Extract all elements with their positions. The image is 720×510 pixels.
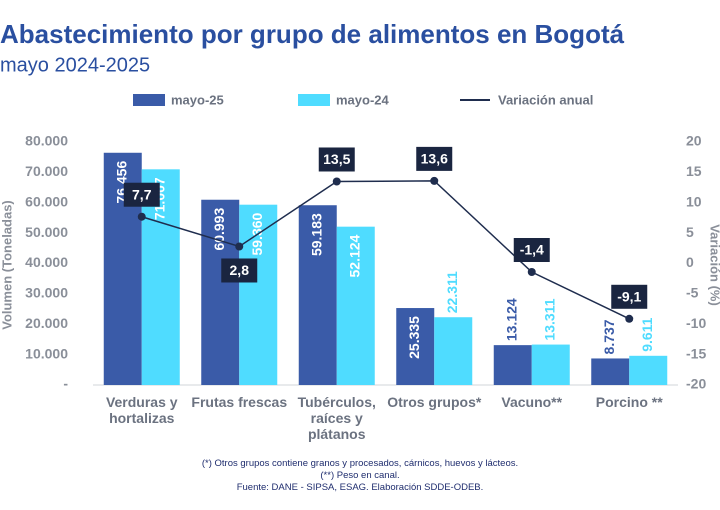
bar bbox=[493, 345, 532, 385]
x-tick-label: Verduras y hortalizas bbox=[105, 394, 178, 426]
data-label: 13.311 bbox=[541, 298, 557, 340]
data-label-box bbox=[318, 147, 355, 172]
bar bbox=[591, 358, 630, 385]
data-label: 25.335 bbox=[406, 316, 422, 359]
data-label: 59.183 bbox=[308, 213, 324, 256]
data-label: 2,8 bbox=[230, 262, 250, 278]
y-tick-label: - bbox=[63, 376, 68, 392]
legend-label: mayo-24 bbox=[336, 92, 390, 107]
data-label: -9,1 bbox=[617, 288, 641, 304]
y-tick-label: 40.000 bbox=[25, 254, 68, 270]
y2-tick-label: 20 bbox=[686, 133, 702, 149]
data-label: -1,4 bbox=[520, 242, 544, 258]
data-label-box bbox=[611, 284, 648, 309]
bar bbox=[298, 205, 337, 385]
x-tick-label: Frutas frescas bbox=[191, 394, 288, 410]
data-label: 9.611 bbox=[639, 317, 655, 351]
bar bbox=[336, 226, 375, 385]
bar bbox=[201, 199, 240, 385]
y-tick-label: 10.000 bbox=[25, 345, 68, 361]
line-point bbox=[235, 242, 244, 251]
data-label: 52.124 bbox=[346, 234, 362, 277]
x-tick-label: Tubérculos, raíces y plátanos bbox=[297, 394, 376, 442]
data-label-box bbox=[416, 146, 453, 171]
bar bbox=[239, 204, 278, 385]
data-label: 8.737 bbox=[601, 319, 617, 354]
y2-axis-title: Variación (%) bbox=[708, 224, 720, 306]
legend-label: mayo-25 bbox=[171, 92, 224, 107]
line bbox=[141, 180, 630, 320]
y-tick-label: 50.000 bbox=[25, 224, 68, 240]
x-tick-label: Porcino ** bbox=[595, 394, 663, 410]
bar bbox=[434, 317, 473, 385]
y2-tick-label: 15 bbox=[686, 163, 702, 179]
chart-subtitle: mayo 2024-2025 bbox=[0, 54, 150, 76]
x-tick-label: Vacuno** bbox=[501, 394, 563, 410]
y2-tick-label: 0 bbox=[686, 254, 694, 270]
data-label: 60.993 bbox=[211, 208, 227, 251]
y2-tick-label: 10 bbox=[686, 193, 702, 209]
line-point bbox=[430, 176, 439, 185]
data-label: 13.124 bbox=[503, 298, 519, 341]
y2-tick-label: -10 bbox=[686, 315, 706, 331]
line-point bbox=[137, 212, 146, 221]
y2-tick-label: -5 bbox=[686, 285, 699, 301]
y-tick-label: 70.000 bbox=[25, 163, 68, 179]
legend-swatch bbox=[298, 94, 330, 106]
bar bbox=[396, 308, 435, 385]
y2-tick-label: -15 bbox=[686, 345, 706, 361]
data-label-box bbox=[513, 238, 550, 263]
legend-label: Variación anual bbox=[498, 92, 593, 107]
y-axis-title: Volumen (Toneladas) bbox=[0, 200, 14, 330]
data-label-box bbox=[221, 258, 258, 283]
x-tick-label: Otros grupos* bbox=[387, 394, 482, 410]
y-tick-label: 20.000 bbox=[25, 315, 68, 331]
data-label: 22.311 bbox=[444, 271, 460, 313]
footnote: (**) Peso en canal. bbox=[320, 470, 400, 481]
line-point bbox=[332, 177, 341, 186]
line-point bbox=[625, 314, 634, 323]
y-tick-label: 60.000 bbox=[25, 193, 68, 209]
line-point bbox=[527, 268, 536, 277]
chart-title: Abastecimiento por grupo de alimentos en… bbox=[0, 19, 625, 49]
footnote: (*) Otros grupos contiene granos y proce… bbox=[201, 458, 519, 469]
data-label-box bbox=[123, 182, 160, 207]
y-tick-label: 30.000 bbox=[25, 285, 68, 301]
data-label: 13,6 bbox=[421, 151, 448, 167]
data-label: 7,7 bbox=[132, 186, 152, 202]
y-tick-label: 80.000 bbox=[25, 133, 68, 149]
legend-swatch bbox=[133, 94, 165, 106]
y2-tick-label: 5 bbox=[686, 224, 694, 240]
bar bbox=[629, 355, 668, 385]
data-label: 13,5 bbox=[323, 151, 350, 167]
y2-tick-label: -20 bbox=[686, 376, 706, 392]
footnote: Fuente: DANE - SIPSA, ESAG. Elaboración … bbox=[236, 482, 484, 493]
bar bbox=[531, 344, 570, 385]
